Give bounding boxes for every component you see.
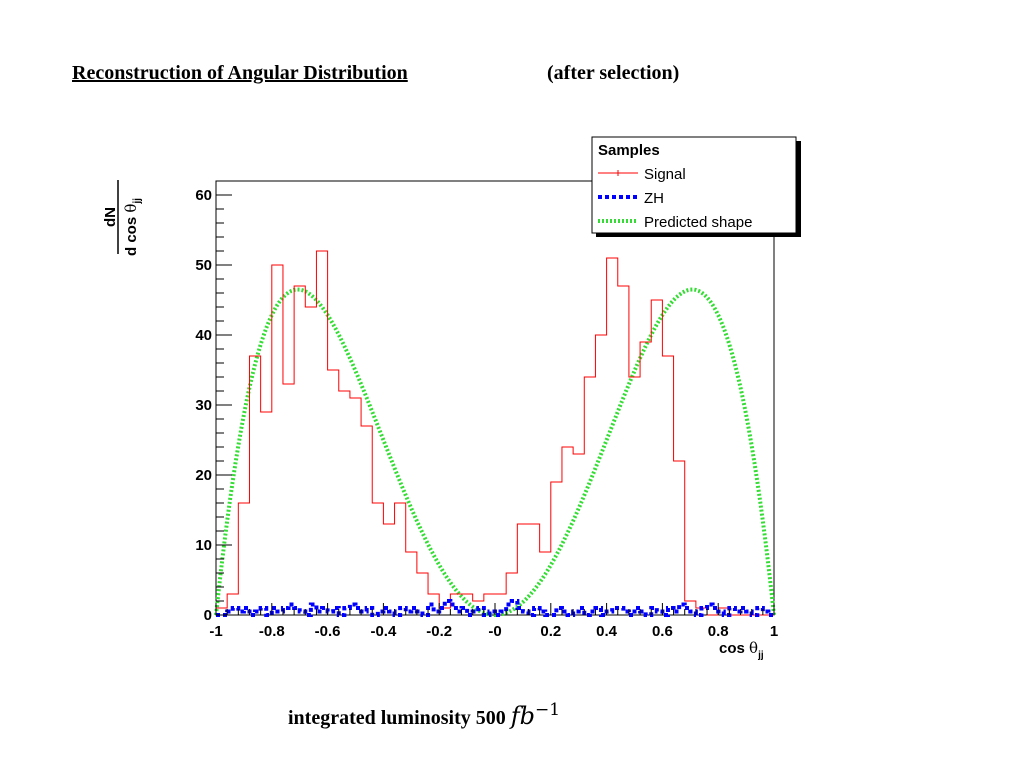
- predicted-shape-curve: [214, 287, 776, 618]
- y-tick-label: 10: [195, 537, 212, 554]
- legend-box: [591, 136, 797, 234]
- legend-signal-label: Signal: [644, 166, 686, 183]
- slide-title: Reconstruction of Angular Distribution: [72, 62, 408, 84]
- legend: Samples Signal ZH Predicted shape: [591, 136, 801, 237]
- y-tick-label: 50: [195, 257, 212, 274]
- luminosity-exponent: −1: [535, 700, 561, 720]
- x-tick-label: -0: [488, 623, 501, 640]
- luminosity-text: integrated luminosity 500: [288, 707, 506, 729]
- legend-predicted-label: Predicted shape: [644, 214, 752, 231]
- y-axis-label-numerator: dN: [102, 207, 119, 227]
- x-tick-label: -1: [209, 623, 222, 640]
- x-tick-label: 0.8: [708, 623, 729, 640]
- y-tick-label: 30: [195, 397, 212, 414]
- x-tick-label: -0.6: [315, 623, 341, 640]
- x-tick-label: -0.8: [259, 623, 285, 640]
- x-tick-label: 0.6: [652, 623, 673, 640]
- plot-frame: [215, 180, 775, 616]
- legend-header: Samples: [598, 142, 660, 159]
- luminosity-unit: fb−1: [510, 700, 561, 730]
- x-tick-label: -0.2: [426, 623, 452, 640]
- slide-subtitle: (after selection): [547, 62, 680, 84]
- y-tick-label: 20: [195, 467, 212, 484]
- x-tick-label: -0.4: [370, 623, 397, 640]
- x-tick-label: 0.4: [596, 623, 618, 640]
- signal-histogram: [215, 250, 774, 616]
- x-tick-label: 1: [770, 623, 778, 640]
- y-tick-label: 0: [204, 607, 212, 624]
- y-axis-label-denominator: d cos θjj: [122, 198, 143, 256]
- luminosity-caption: integrated luminosity 500 fb−1: [288, 700, 560, 730]
- x-axis-label: cos θjj: [719, 639, 764, 661]
- x-tick-label: 0.2: [540, 623, 561, 640]
- y-tick-label: 40: [195, 327, 212, 344]
- legend-zh-label: ZH: [644, 190, 664, 207]
- y-tick-label: 60: [195, 187, 212, 204]
